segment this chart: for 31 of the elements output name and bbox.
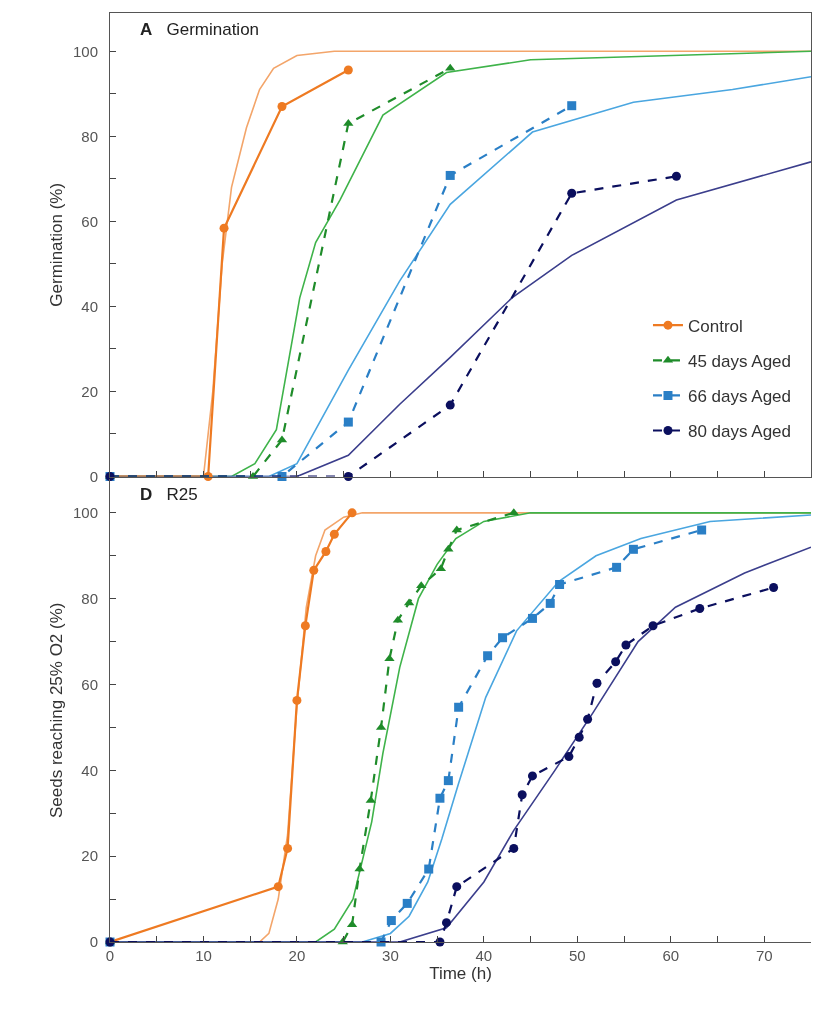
x-tick-label: 40 xyxy=(475,947,493,964)
x-axis-title: Time (h) xyxy=(429,964,492,984)
legend-label: 66 days Aged xyxy=(687,387,792,407)
x-tick-label: 30 xyxy=(382,947,399,964)
y-tick-label: 40 xyxy=(81,761,98,779)
x-tick-label: 20 xyxy=(288,947,306,964)
chart-title: R25 xyxy=(166,485,198,504)
y-axis-title: Germination (%) xyxy=(46,182,66,307)
x-tick-label: 60 xyxy=(662,947,680,964)
y-tick-label: 100 xyxy=(72,42,98,60)
chart-title: Germination xyxy=(166,20,260,39)
y-tick-label: 100 xyxy=(72,504,98,522)
legend-label: Control xyxy=(687,316,743,336)
y-axis-title: Seeds reaching 25% O2 (%) xyxy=(46,602,66,818)
x-tick-label: 10 xyxy=(195,947,212,964)
y-tick-label: 20 xyxy=(81,382,98,400)
y-tick-label: 0 xyxy=(89,933,98,951)
y-tick-label: 0 xyxy=(89,467,98,485)
legend-label: 45 days Aged xyxy=(687,351,792,371)
annotation: D xyxy=(140,485,153,504)
y-tick-label: 60 xyxy=(81,212,98,230)
x-tick-label: 70 xyxy=(755,947,773,964)
x-tick-label: 50 xyxy=(568,947,586,964)
y-tick-label: 60 xyxy=(81,675,98,693)
y-tick-label: 20 xyxy=(81,847,98,865)
y-tick-label: 40 xyxy=(81,297,98,315)
y-tick-label: 80 xyxy=(81,127,98,145)
annotation: A xyxy=(140,20,153,39)
y-tick-label: 80 xyxy=(81,589,98,607)
x-tick-label: 0 xyxy=(105,947,115,964)
legend-label: 80 days Aged xyxy=(687,422,792,442)
